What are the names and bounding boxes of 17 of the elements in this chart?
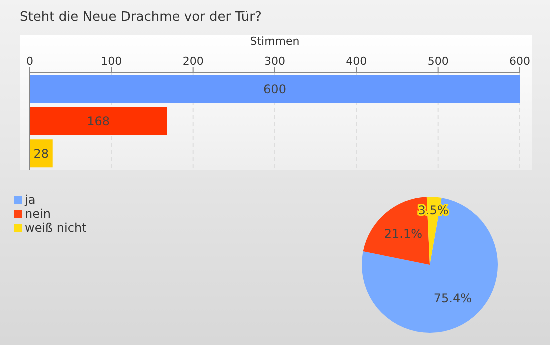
x-axis-title: Stimmen (250, 34, 300, 48)
x-tick-label: 300 (264, 55, 286, 68)
legend-label: weiß nicht (25, 221, 87, 235)
data-label: 168 (87, 114, 110, 129)
data-label: 75.4% (434, 292, 472, 306)
x-tick-label: 600 (510, 55, 530, 68)
x-tick-label: 500 (428, 55, 449, 68)
legend-label: ja (25, 193, 36, 207)
data-label: 21.1% (384, 227, 423, 242)
data-label: 600 (264, 82, 286, 96)
chart-title: Steht die Neue Drachme vor der Tür? (20, 10, 262, 25)
x-tick-label: 0 (26, 55, 34, 68)
x-tick-label: 400 (346, 55, 368, 68)
legend-label: nein (25, 207, 51, 221)
x-tick-label: 100 (101, 55, 122, 68)
data-label: 28 (34, 146, 50, 161)
x-tick-label: 200 (182, 55, 204, 68)
